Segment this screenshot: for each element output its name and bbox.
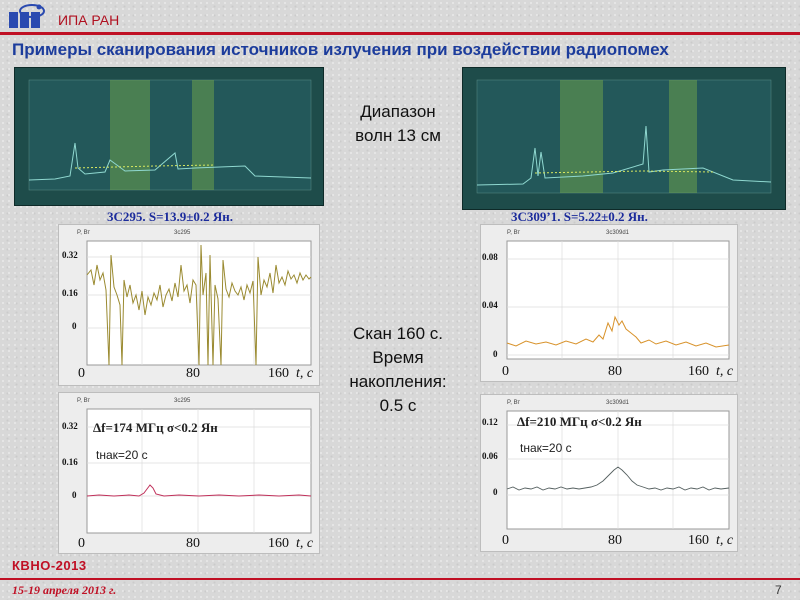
plot-right-top: P, Вт 3c309d1 xyxy=(480,224,738,382)
page-number: 7 xyxy=(775,583,782,597)
xtick-right-top-0: 0 xyxy=(502,364,509,379)
scan-line-1: Скан 160 с. xyxy=(353,324,443,343)
footer-dates: 15-19 апреля 2013 г. xyxy=(12,583,117,597)
annotation-right-df-text: Δf=210 МГц σ<0.2 Ян xyxy=(517,414,642,429)
header-divider xyxy=(0,32,800,35)
range-line-2: волн 13 см xyxy=(355,126,441,145)
ytick-right-bottom-1: 0.06 xyxy=(482,451,498,461)
spectrum-right-trace xyxy=(476,79,772,194)
plot-left-top: P, Вт 3c295 xyxy=(58,224,320,386)
xtick-left-top-1: 80 xyxy=(186,366,200,381)
svg-text:3c309d1: 3c309d1 xyxy=(606,400,630,406)
svg-text:P, Вт: P, Вт xyxy=(77,230,90,236)
xunit-right-bottom: t, c xyxy=(716,533,734,548)
xunit-right-top: t, c xyxy=(716,364,734,379)
svg-text:3c295: 3c295 xyxy=(174,230,191,236)
ytick-left-bottom-1: 0.16 xyxy=(62,457,78,467)
xtick-left-bottom-1: 80 xyxy=(186,536,200,551)
xtick-right-top-2: 160 xyxy=(688,364,709,379)
footer-divider xyxy=(0,578,800,580)
spectrum-left-trace xyxy=(28,79,312,191)
spectrum-screenshot-right xyxy=(462,67,786,210)
annotation-right-tnak: tнак=20 с xyxy=(520,441,572,455)
range-line-1: Диапазон xyxy=(360,102,436,121)
ytick-left-bottom-2: 0 xyxy=(72,490,77,500)
caption-3c309: 3C309’1. S=5.22±0.2 Ян. xyxy=(511,209,648,224)
plot-right-top-svg: P, Вт 3c309d1 xyxy=(506,230,730,360)
footer-conference: КВНО-2013 xyxy=(12,558,87,573)
annotation-left-df: Δf=174 МГц σ<0.2 Ян xyxy=(93,420,218,436)
annotation-left-df-text: Δf=174 МГц σ<0.2 Ян xyxy=(93,420,218,435)
xtick-left-top-0: 0 xyxy=(78,366,85,381)
ytick-left-bottom-0: 0.32 xyxy=(62,421,78,431)
svg-text:P, Вт: P, Вт xyxy=(507,400,520,406)
svg-text:3c309d1: 3c309d1 xyxy=(606,230,630,236)
ytick-right-bottom-0: 0.12 xyxy=(482,417,498,427)
xtick-right-bottom-0: 0 xyxy=(502,533,509,548)
scan-line-2: Время xyxy=(372,348,424,367)
caption-3c295: 3C295. S=13.9±0.2 Ян. xyxy=(107,209,234,224)
xtick-left-bottom-0: 0 xyxy=(78,536,85,551)
plot-right-bottom: P, Вт 3c309d1 xyxy=(480,394,738,552)
plot-right-bottom-svg: P, Вт 3c309d1 xyxy=(506,400,730,530)
ytick-right-top-2: 0 xyxy=(493,349,498,359)
xtick-right-top-1: 80 xyxy=(608,364,622,379)
scan-line-4: 0.5 с xyxy=(379,396,417,415)
plot-left-bottom-svg: P, Вт 3c295 xyxy=(77,398,312,534)
ipa-ran-logo xyxy=(9,4,45,28)
spectrum-screenshot-left xyxy=(14,67,324,206)
plot-left-bottom: P, Вт 3c295 xyxy=(58,392,320,554)
page-title: Примеры сканирования источников излучени… xyxy=(12,40,669,59)
ytick-left-top-1: 0.16 xyxy=(62,288,78,298)
xunit-left-top: t, c xyxy=(296,366,314,381)
xtick-right-bottom-1: 80 xyxy=(608,533,622,548)
xtick-left-top-2: 160 xyxy=(268,366,289,381)
xtick-left-bottom-2: 160 xyxy=(268,536,289,551)
scan-label: Скан 160 с. Время накопления: 0.5 с xyxy=(325,322,471,418)
annotation-left-tnak: tнак=20 с xyxy=(96,448,148,462)
xtick-right-bottom-2: 160 xyxy=(688,533,709,548)
range-label: Диапазон волн 13 см xyxy=(333,100,463,148)
plot-left-top-svg: P, Вт 3c295 xyxy=(77,230,312,366)
ytick-right-top-1: 0.04 xyxy=(482,300,498,310)
scan-line-3: накопления: xyxy=(349,372,447,391)
ytick-right-bottom-2: 0 xyxy=(493,487,498,497)
ytick-left-top-2: 0 xyxy=(72,321,77,331)
xunit-left-bottom: t, c xyxy=(296,536,314,551)
svg-text:P, Вт: P, Вт xyxy=(507,230,520,236)
svg-text:3c295: 3c295 xyxy=(174,398,191,404)
svg-text:P, Вт: P, Вт xyxy=(77,398,90,404)
annotation-right-df: Δf=210 МГц σ<0.2 Ян xyxy=(517,414,642,430)
ytick-right-top-0: 0.08 xyxy=(482,252,498,262)
header-org: ИПА РАН xyxy=(58,12,120,28)
ytick-left-top-0: 0.32 xyxy=(62,250,78,260)
